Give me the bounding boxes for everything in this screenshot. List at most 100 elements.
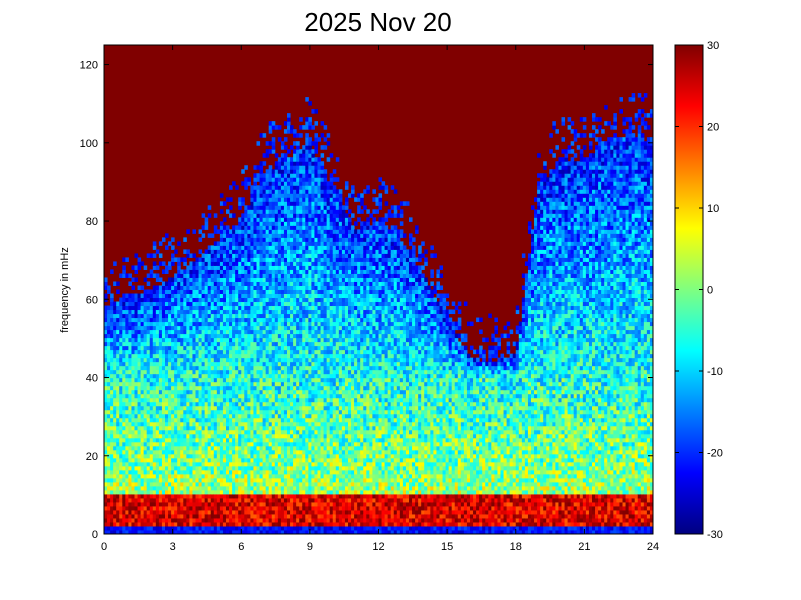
heatmap-cell <box>131 401 135 407</box>
heatmap-cell <box>165 349 169 355</box>
heatmap-cell <box>155 441 160 447</box>
heatmap-cell <box>277 289 282 295</box>
heatmap-cell <box>262 193 267 198</box>
heatmap-cell <box>238 257 242 262</box>
heatmap-cell <box>116 281 120 286</box>
heatmap-cell <box>152 465 157 471</box>
heatmap-cell <box>250 357 254 363</box>
heatmap-cell <box>125 441 129 447</box>
heatmap-cell <box>235 317 239 323</box>
heatmap-cell <box>168 305 172 311</box>
heatmap-cell <box>213 341 218 347</box>
heatmap-cell <box>216 313 221 319</box>
heatmap-cell <box>201 497 206 503</box>
heatmap-cell <box>268 409 273 415</box>
heatmap-cell <box>287 493 291 499</box>
heatmap-cell <box>216 281 221 286</box>
heatmap-cell <box>207 449 212 455</box>
heatmap-cell <box>137 345 142 351</box>
heatmap-cell <box>168 349 172 355</box>
heatmap-cell <box>210 525 215 531</box>
heatmap-cell <box>259 181 264 186</box>
heatmap-cell <box>290 481 294 487</box>
heatmap-cell <box>299 241 303 246</box>
heatmap-cell <box>222 457 227 463</box>
heatmap-cell <box>290 157 294 162</box>
heatmap-cell <box>128 373 132 379</box>
heatmap-cell <box>271 237 276 242</box>
heatmap-cell <box>296 409 300 415</box>
heatmap-cell <box>241 453 245 459</box>
heatmap-cell <box>274 245 279 250</box>
heatmap-cell <box>219 209 224 214</box>
heatmap-cell <box>238 381 242 387</box>
heatmap-cell <box>119 489 123 495</box>
heatmap-cell <box>216 245 221 250</box>
heatmap-cell <box>149 297 154 303</box>
heatmap-cell <box>119 357 123 363</box>
heatmap-cell <box>277 393 282 399</box>
heatmap-cell <box>280 241 285 246</box>
heatmap-cell <box>222 273 227 278</box>
heatmap-cell <box>143 421 148 427</box>
heatmap-cell <box>271 201 276 206</box>
heatmap-cell <box>271 273 276 278</box>
heatmap-cell <box>229 493 233 499</box>
heatmap-cell <box>268 201 273 206</box>
heatmap-cell <box>131 497 135 503</box>
heatmap-cell <box>235 473 239 479</box>
heatmap-cell <box>155 521 160 527</box>
heatmap-cell <box>204 265 209 270</box>
heatmap-cell <box>149 401 154 407</box>
heatmap-cell <box>183 297 187 303</box>
heatmap-cell <box>283 505 288 511</box>
heatmap-cell <box>180 289 184 295</box>
heatmap-cell <box>229 265 233 270</box>
heatmap-cell <box>274 285 279 290</box>
heatmap-cell <box>122 317 126 323</box>
heatmap-cell <box>213 241 218 246</box>
heatmap-cell <box>128 313 132 319</box>
heatmap-cell <box>146 393 151 399</box>
heatmap-cell <box>235 257 239 262</box>
heatmap-cell <box>241 373 245 379</box>
heatmap-cell <box>262 253 267 258</box>
heatmap-cell <box>293 509 297 515</box>
heatmap-cell <box>290 209 294 214</box>
heatmap-cell <box>280 473 285 479</box>
heatmap-cell <box>262 333 267 339</box>
heatmap-cell <box>250 517 254 523</box>
heatmap-cell <box>104 457 108 463</box>
heatmap-cell <box>186 485 190 491</box>
heatmap-cell <box>283 529 288 535</box>
heatmap-cell <box>268 301 273 307</box>
heatmap-cell <box>116 389 120 395</box>
heatmap-cell <box>268 317 273 323</box>
heatmap-cell <box>247 517 251 523</box>
heatmap-cell <box>171 325 175 331</box>
heatmap-cell <box>192 321 196 327</box>
heatmap-cell <box>216 401 221 407</box>
heatmap-cell <box>155 485 160 491</box>
heatmap-cell <box>280 493 285 499</box>
heatmap-cell <box>283 161 288 166</box>
heatmap-cell <box>119 465 123 471</box>
heatmap-cell <box>229 313 233 319</box>
heatmap-cell <box>287 177 291 182</box>
heatmap-cell <box>265 277 270 282</box>
heatmap-cell <box>110 437 114 443</box>
heatmap-cell <box>238 493 242 499</box>
heatmap-cell <box>268 445 273 451</box>
heatmap-cell <box>274 385 279 391</box>
heatmap-cell <box>283 473 288 479</box>
heatmap-cell <box>244 245 248 250</box>
heatmap-cell <box>274 449 279 455</box>
heatmap-cell <box>277 333 282 339</box>
heatmap-cell <box>174 417 178 423</box>
heatmap-cell <box>274 153 279 158</box>
heatmap-cell <box>110 425 114 431</box>
heatmap-cell <box>277 209 282 214</box>
heatmap-cell <box>107 433 111 439</box>
heatmap-cell <box>131 465 135 471</box>
heatmap-cell <box>265 317 270 323</box>
